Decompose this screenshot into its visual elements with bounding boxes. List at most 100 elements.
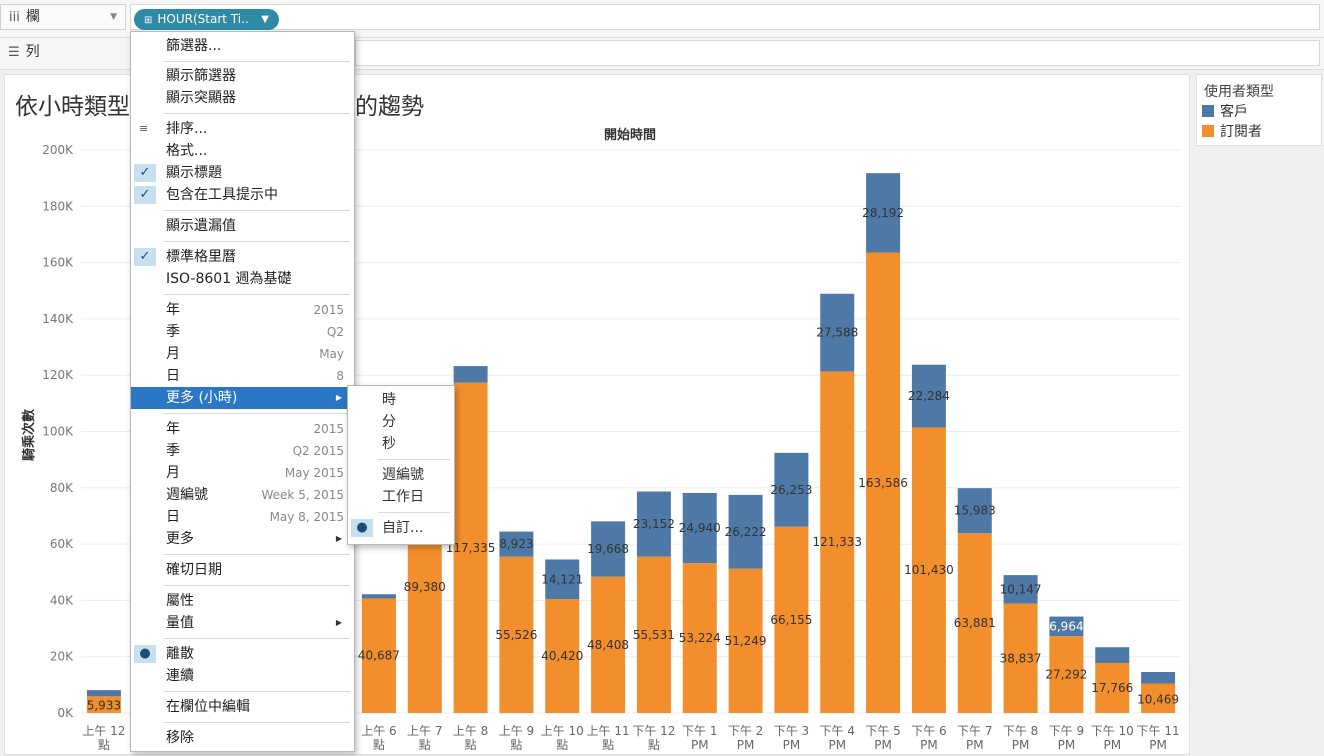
- x-tick-label-sub: PM: [1058, 738, 1076, 752]
- submenu-arrow-icon: ▶: [335, 534, 342, 543]
- hour-start-time-pill[interactable]: ⊞ HOUR(Start Ti.. ▼: [134, 9, 279, 30]
- bar-customer: [1049, 616, 1084, 637]
- x-tick-label-sub: 點: [98, 738, 110, 752]
- submenu-item-second[interactable]: 秒: [348, 433, 454, 455]
- menu-item-show-missing[interactable]: 顯示遺漏值: [131, 215, 354, 237]
- bar-subscriber: [1095, 662, 1130, 713]
- menu-item-remove[interactable]: 移除: [131, 727, 354, 749]
- bar-customer: [728, 494, 763, 569]
- menu-item-include-tooltip[interactable]: ✓ 包含在工具提示中: [131, 184, 354, 206]
- bar-customer: [453, 366, 488, 383]
- menu-item-attribute[interactable]: 屬性: [131, 590, 354, 612]
- bar-customer: [774, 452, 809, 527]
- menu-item-gregorian[interactable]: ✓ 標準格里曆: [131, 246, 354, 268]
- data-label-subscriber: 121,333: [812, 535, 862, 549]
- menu-item-year-exact[interactable]: 年 2015: [131, 418, 354, 440]
- menu-item-discrete[interactable]: ● 離散: [131, 643, 354, 665]
- viz-title-right: 的趨勢: [355, 94, 424, 120]
- menu-item-more[interactable]: 更多 ▶: [131, 528, 354, 550]
- bar-customer: [1003, 575, 1038, 604]
- checkmark-icon: ✓: [134, 186, 156, 204]
- menu-item-show-header[interactable]: ✓ 顯示標題: [131, 162, 354, 184]
- menu-item-filter[interactable]: 篩選器...: [131, 35, 354, 57]
- pill-dropdown-icon[interactable]: ▼: [261, 14, 269, 25]
- menu-label: 篩選器...: [166, 38, 222, 54]
- checkmark-icon: ✓: [134, 248, 156, 266]
- menu-label: 顯示遺漏值: [166, 218, 236, 234]
- data-label-customer: 6,964: [1049, 619, 1083, 633]
- chevron-down-icon[interactable]: ▼: [110, 12, 117, 22]
- rows-drop-area[interactable]: [355, 40, 1320, 66]
- data-label-subscriber: 51,249: [725, 634, 767, 648]
- menu-label: 顯示篩選器: [166, 68, 236, 84]
- legend-label-customer: 客戶: [1220, 104, 1248, 120]
- x-tick-label: 下午 5: [865, 724, 900, 738]
- columns-shelf: iii 欄 ▼ ⊞ HOUR(Start Ti.. ▼: [0, 0, 1324, 38]
- menu-item-format[interactable]: 格式...: [131, 140, 354, 162]
- submenu-item-weekday[interactable]: 工作日: [348, 486, 454, 508]
- rows-shelf: ☰ 列: [0, 38, 1324, 70]
- menu-item-exact-date[interactable]: 確切日期: [131, 559, 354, 581]
- legend-item-subscriber[interactable]: 訂閱者: [1197, 121, 1321, 141]
- menu-value: May 8, 2015: [269, 510, 344, 524]
- bar-subscriber: [1003, 603, 1038, 713]
- bar-customer: [866, 173, 901, 253]
- data-label-subscriber: 27,292: [1045, 668, 1087, 682]
- columns-shelf-label: iii 欄 ▼: [0, 4, 126, 30]
- menu-label: 更多: [166, 531, 194, 547]
- y-tick-label: 0K: [57, 706, 74, 720]
- x-tick-label-sub: PM: [737, 738, 755, 752]
- menu-item-year[interactable]: 年 2015: [131, 299, 354, 321]
- legend-swatch-subscriber: [1202, 125, 1214, 137]
- menu-item-show-highlighter[interactable]: 顯示突顯器: [131, 87, 354, 109]
- columns-icon: iii: [9, 10, 20, 25]
- menu-separator: [378, 459, 450, 460]
- y-tick-label: 140K: [42, 312, 74, 326]
- submenu-item-minute[interactable]: 分: [348, 411, 454, 433]
- menu-item-iso8601[interactable]: ISO-8601 週為基礎: [131, 268, 354, 290]
- menu-item-day-exact[interactable]: 日 May 8, 2015: [131, 506, 354, 528]
- bar-subscriber: [820, 371, 855, 713]
- menu-value: Q2: [326, 325, 344, 339]
- bar-customer: [545, 559, 580, 600]
- menu-item-sort[interactable]: ≡ 排序...: [131, 118, 354, 140]
- menu-item-edit-in-shelf[interactable]: 在欄位中編輯: [131, 696, 354, 718]
- rows-icon: ☰: [8, 45, 20, 60]
- menu-separator: [164, 722, 350, 723]
- bar-subscriber: [957, 533, 992, 713]
- menu-label: 排序...: [166, 121, 208, 137]
- submenu-item-hour[interactable]: 時: [348, 389, 454, 411]
- bullet-icon: ●: [351, 519, 373, 537]
- menu-label: 屬性: [166, 593, 194, 609]
- menu-item-week-number[interactable]: 週編號 Week 5, 2015: [131, 484, 354, 506]
- y-tick-label: 40K: [50, 593, 74, 607]
- bar-subscriber: [453, 382, 488, 713]
- y-tick-label: 80K: [50, 481, 74, 495]
- x-tick-label-sub: 點: [648, 738, 660, 752]
- legend-item-customer[interactable]: 客戶: [1197, 101, 1321, 121]
- x-tick-label: 上午 7: [407, 724, 442, 738]
- columns-drop-area[interactable]: [130, 4, 1320, 30]
- menu-item-more-hour[interactable]: 更多 (小時) ▶: [131, 387, 354, 409]
- menu-item-show-filter[interactable]: 顯示篩選器: [131, 65, 354, 87]
- x-tick-label-sub: PM: [783, 738, 801, 752]
- menu-label: 月: [166, 465, 180, 481]
- bar-subscriber: [866, 252, 901, 713]
- menu-item-month[interactable]: 月 May: [131, 343, 354, 365]
- menu-item-quarter[interactable]: 季 Q2: [131, 321, 354, 343]
- bar-subscriber: [1141, 683, 1176, 713]
- submenu-item-custom[interactable]: ● 自訂...: [348, 517, 454, 539]
- legend: 使用者類型 客戶 訂閱者: [1196, 74, 1322, 146]
- menu-item-continuous[interactable]: 連續: [131, 665, 354, 687]
- sort-icon: ≡: [139, 122, 149, 135]
- data-label-customer: 26,222: [725, 525, 767, 539]
- menu-item-month-exact[interactable]: 月 May 2015: [131, 462, 354, 484]
- menu-value: 2015: [313, 422, 344, 436]
- menu-item-measure[interactable]: 量值 ▶: [131, 612, 354, 634]
- data-label-subscriber: 63,881: [954, 616, 996, 630]
- menu-item-quarter-exact[interactable]: 季 Q2 2015: [131, 440, 354, 462]
- bar-customer: [682, 492, 717, 564]
- data-label-subscriber: 53,224: [679, 631, 721, 645]
- submenu-item-week-number[interactable]: 週編號: [348, 464, 454, 486]
